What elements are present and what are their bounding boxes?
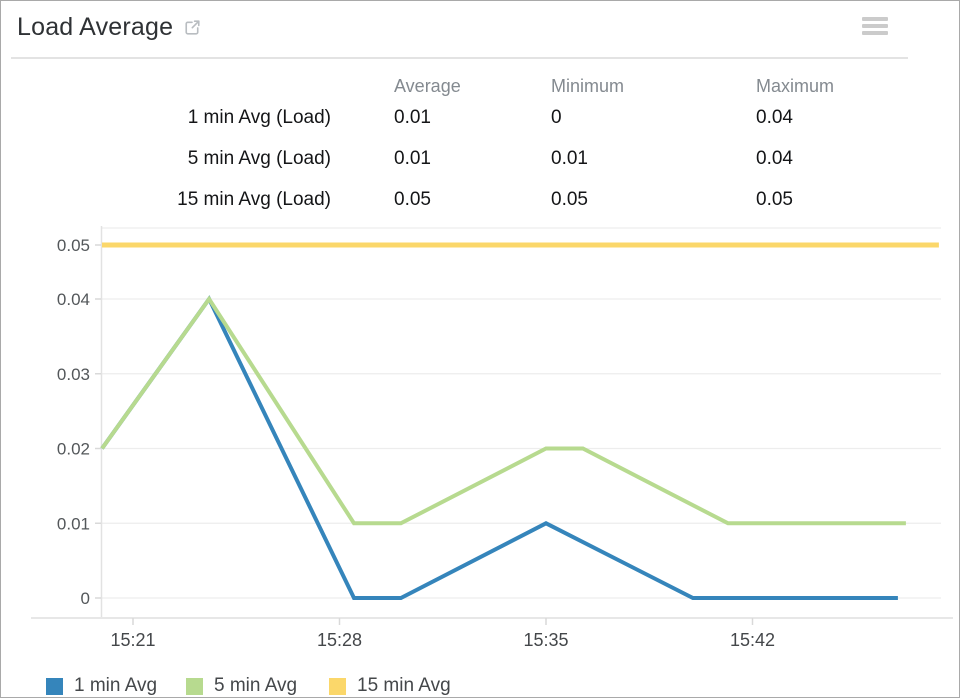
row-label-1min: 1 min Avg (Load) bbox=[187, 107, 331, 128]
cell-15min-max: 0.05 bbox=[756, 189, 793, 210]
x-axis-label-15:28: 15:28 bbox=[317, 630, 362, 650]
column-header-average: Average bbox=[394, 76, 461, 96]
legend-swatch-1min bbox=[46, 677, 63, 695]
header-divider bbox=[11, 57, 908, 59]
load-average-chart[interactable]: 0 0.01 0.02 0.03 0.04 0.05 15:21 15:28 15:35 15:4… bbox=[1, 223, 960, 663]
cell-5min-min: 0.01 bbox=[551, 148, 588, 169]
y-axis-label-0: 0 bbox=[81, 589, 90, 608]
cell-5min-avg: 0.01 bbox=[394, 148, 431, 169]
cell-5min-max: 0.04 bbox=[756, 148, 793, 169]
y-axis-label-0.02: 0.02 bbox=[57, 440, 90, 459]
y-axis-label-0.04: 0.04 bbox=[57, 290, 90, 309]
y-axis-label-0.05: 0.05 bbox=[57, 236, 90, 255]
column-header-maximum: Maximum bbox=[756, 76, 835, 96]
legend-item-15min-avg[interactable]: 15 min Avg bbox=[329, 675, 451, 697]
cell-1min-avg: 0.01 bbox=[394, 107, 431, 128]
cell-1min-min: 0 bbox=[551, 107, 562, 128]
column-header-minimum: Minimum bbox=[551, 76, 625, 96]
legend-item-1min-avg[interactable]: 1 min Avg bbox=[46, 675, 157, 697]
x-axis-label-15:21: 15:21 bbox=[110, 630, 155, 650]
cell-15min-min: 0.05 bbox=[551, 189, 588, 210]
widget-header: Load Average bbox=[17, 13, 202, 44]
legend-item-5min-avg[interactable]: 5 min Avg bbox=[186, 675, 297, 697]
cell-15min-avg: 0.05 bbox=[394, 189, 431, 210]
y-axis-label-0.01: 0.01 bbox=[57, 514, 90, 533]
legend-swatch-15min bbox=[329, 677, 346, 695]
hamburger-menu-icon[interactable] bbox=[862, 17, 888, 36]
series-line-5-min-avg[interactable] bbox=[100, 295, 906, 526]
row-label-5min: 5 min Avg (Load) bbox=[187, 148, 331, 169]
row-label-15min: 15 min Avg (Load) bbox=[177, 189, 331, 210]
x-axis-label-15:35: 15:35 bbox=[523, 630, 568, 650]
legend-swatch-5min bbox=[186, 677, 203, 695]
x-axis-label-15:42: 15:42 bbox=[730, 630, 775, 650]
external-link-icon[interactable] bbox=[183, 15, 202, 44]
page-title: Load Average bbox=[17, 13, 174, 41]
cell-1min-max: 0.04 bbox=[756, 107, 793, 128]
y-axis-label-0.03: 0.03 bbox=[57, 365, 90, 384]
